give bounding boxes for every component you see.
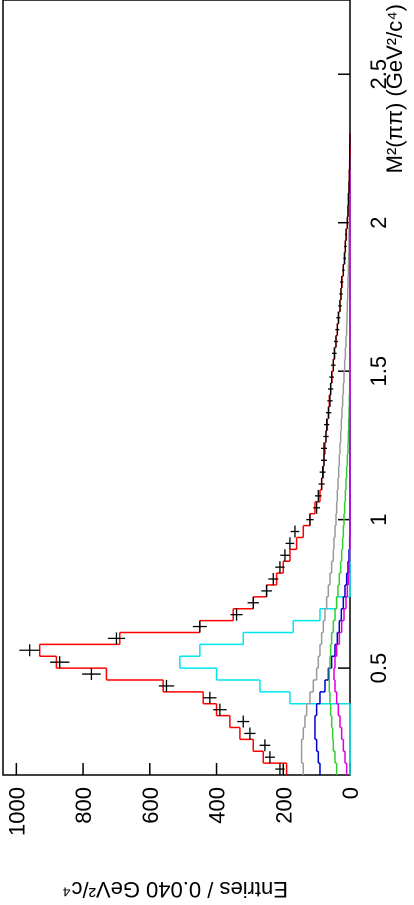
y-tick-label: 800	[71, 787, 96, 824]
y-tick-label: 1000	[4, 787, 29, 836]
x-tick-label: 1	[366, 514, 391, 526]
y-tick-label: 0	[338, 787, 363, 799]
y-axis-title: Entries / 0.040 GeV²/c⁴	[62, 877, 288, 902]
x-tick-label: 1.5	[366, 356, 391, 387]
x-tick-label: 0.5	[366, 653, 391, 684]
y-tick-label: 600	[138, 787, 163, 824]
x-axis-title: M²(ππ) (GeV²/c⁴)	[382, 4, 407, 173]
plot-frame	[2, 0, 351, 776]
x-tick-label: 2	[366, 217, 391, 229]
y-tick-label: 400	[205, 787, 230, 824]
y-tick-label: 200	[271, 787, 296, 824]
x-tick-label: 2.5	[366, 59, 391, 90]
